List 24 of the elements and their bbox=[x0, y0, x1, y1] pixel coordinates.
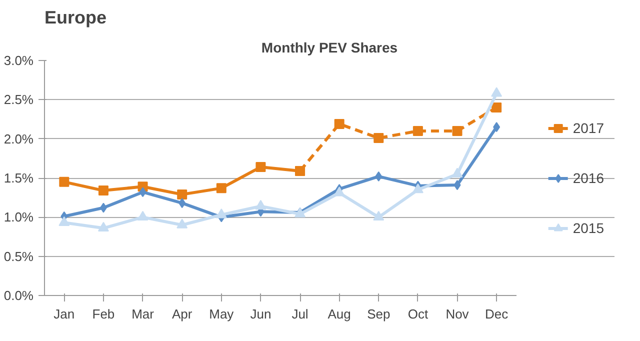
x-tick-label: Jul bbox=[292, 306, 308, 322]
y-tick-label: 1.5% bbox=[4, 170, 34, 186]
chart-title: Europe bbox=[44, 8, 107, 28]
x-tick-label: Jun bbox=[250, 306, 272, 322]
x-tick-label: Mar bbox=[132, 306, 155, 322]
y-tick-label: 0.0% bbox=[4, 288, 34, 303]
y-tick-label: 2.0% bbox=[4, 131, 34, 146]
x-tick-label: Aug bbox=[328, 306, 351, 322]
x-tick-label: May bbox=[209, 306, 234, 322]
legend-label: 2015 bbox=[572, 220, 604, 236]
y-tick-label: 0.5% bbox=[4, 248, 34, 264]
x-tick-label: Sep bbox=[367, 306, 390, 322]
x-tick-label: Feb bbox=[92, 306, 115, 322]
x-tick-label: Dec bbox=[485, 306, 509, 322]
legend-label: 2016 bbox=[572, 170, 604, 186]
chart-subtitle: Monthly PEV Shares bbox=[261, 40, 398, 56]
x-tick-label: Jan bbox=[54, 306, 75, 322]
x-tick-label: Apr bbox=[172, 306, 193, 322]
x-tick-label: Nov bbox=[446, 306, 470, 322]
x-tick-label: Oct bbox=[408, 306, 428, 322]
y-tick-label: 3.0% bbox=[4, 53, 34, 68]
y-tick-label: 2.5% bbox=[4, 92, 34, 108]
y-tick-label: 1.0% bbox=[4, 210, 34, 225]
legend-label: 2017 bbox=[572, 120, 604, 136]
